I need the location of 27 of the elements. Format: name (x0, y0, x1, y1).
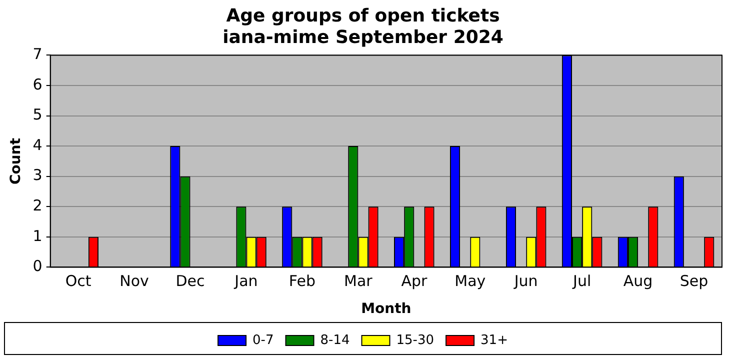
x-tick-label: Dec (176, 272, 205, 290)
y-tick-label: 7 (32, 45, 42, 64)
x-tick-label: Oct (65, 272, 92, 290)
x-tick-label: Aug (623, 272, 653, 290)
x-tick-label: Feb (288, 272, 316, 290)
y-tick-label: 6 (32, 75, 42, 94)
y-tick-label: 3 (32, 166, 42, 184)
chart-title: Age groups of open tickets iana-mime September 2024 (222, 5, 504, 48)
legend-label: 15-30 (396, 332, 434, 348)
x-tick-label: Apr (401, 272, 428, 290)
x-tick-label: Jun (513, 272, 538, 290)
y-tick-label: 0 (32, 257, 42, 276)
x-tick-label: Sep (680, 272, 708, 290)
x-tick-label: Mar (344, 272, 374, 290)
y-axis-title: Count (8, 138, 24, 184)
y-tick-label: 5 (32, 106, 42, 124)
legend-label: 8-14 (320, 332, 350, 348)
legend-label: 0-7 (252, 332, 274, 348)
y-tick-label: 1 (32, 226, 42, 245)
legend-label: 31+ (480, 332, 508, 348)
y-tick-label: 4 (32, 136, 42, 154)
y-tick-label: 2 (32, 196, 42, 215)
x-tick-label: Nov (120, 272, 150, 290)
x-tick-label: Jan (234, 272, 258, 290)
x-tick-label: Jul (572, 272, 592, 290)
x-axis-title: Month (361, 301, 412, 318)
x-tick-label: May (454, 272, 486, 290)
